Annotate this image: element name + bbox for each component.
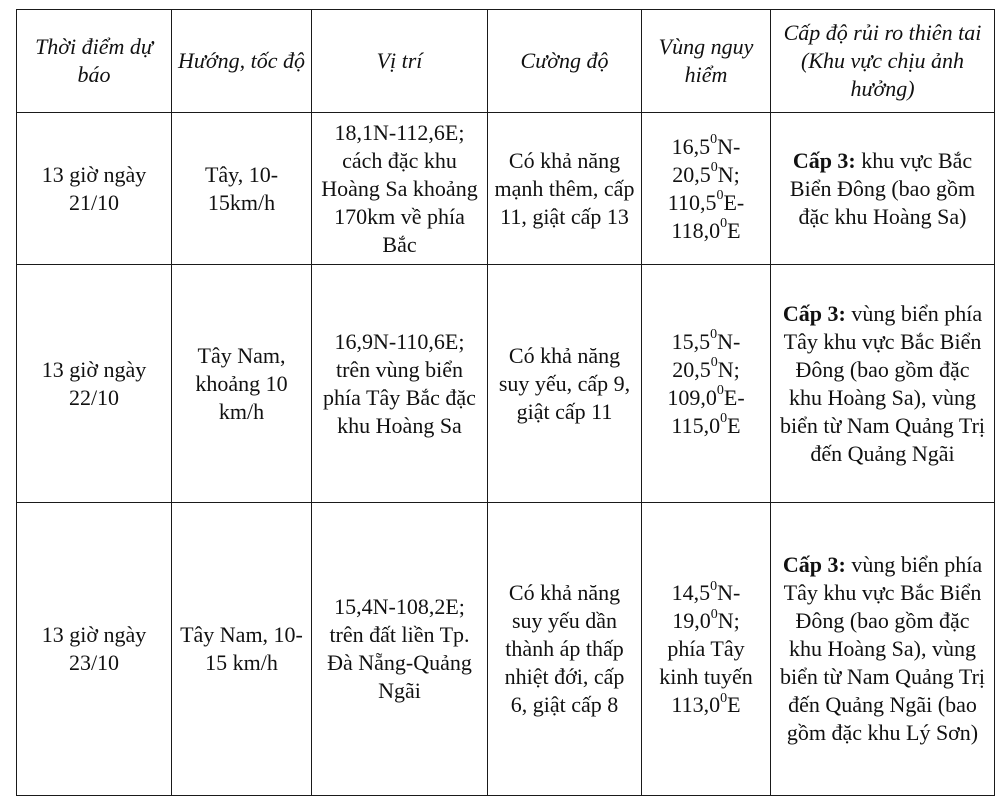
- cell-position: 18,1N-112,6E; cách đặc khu Hoàng Sa khoả…: [311, 112, 488, 265]
- header-direction-speed: Hướng, tốc độ: [171, 9, 312, 113]
- cell-direction: Tây Nam, 10-15 km/h: [171, 502, 312, 796]
- table-row: 13 giờ ngày 21/10 Tây, 10-15km/h 18,1N-1…: [16, 112, 995, 265]
- cell-time: 13 giờ ngày 23/10: [16, 502, 172, 796]
- cell-risk-level: Cấp 3: vùng biển phía Tây khu vực Bắc Bi…: [770, 502, 995, 796]
- cell-time: 13 giờ ngày 21/10: [16, 112, 172, 265]
- header-position: Vị trí: [311, 9, 488, 113]
- table-header-row: Thời điểm dự báo Hướng, tốc độ Vị trí Cư…: [16, 9, 995, 113]
- risk-label: Cấp 3:: [782, 552, 846, 577]
- cell-danger-zone: 14,50N- 19,00N; phía Tây kinh tuyến 113,00E: [641, 502, 771, 796]
- cell-position: 16,9N-110,6E; trên vùng biển phía Tây Bắ…: [311, 264, 488, 503]
- header-intensity: Cường độ: [487, 9, 642, 113]
- forecast-table: Thời điểm dự báo Hướng, tốc độ Vị trí Cư…: [16, 9, 995, 796]
- header-forecast-time: Thời điểm dự báo: [16, 9, 172, 113]
- table-row: 13 giờ ngày 22/10 Tây Nam, khoảng 10 km/…: [16, 264, 995, 503]
- cell-direction: Tây, 10-15km/h: [171, 112, 312, 265]
- cell-intensity: Có khả năng suy yếu dần thành áp thấp nh…: [487, 502, 642, 796]
- cell-intensity: Có khả năng mạnh thêm, cấp 11, giật cấp …: [487, 112, 642, 265]
- risk-text: khu vực Bắc Biển Đông (bao gồm đặc khu H…: [789, 147, 976, 229]
- risk-text: vùng biển phía Tây khu vực Bắc Biển Đông…: [779, 552, 986, 745]
- cell-danger-zone: 15,50N- 20,50N; 109,00E- 115,00E: [641, 264, 771, 503]
- cell-position: 15,4N-108,2E; trên đất liền Tp. Đà Nẵng-…: [311, 502, 488, 796]
- header-risk-level: Cấp độ rủi ro thiên tai (Khu vực chịu ản…: [770, 9, 995, 113]
- cell-risk-level: Cấp 3: khu vực Bắc Biển Đông (bao gồm đặ…: [770, 112, 995, 265]
- cell-risk-level: Cấp 3: vùng biển phía Tây khu vực Bắc Bi…: [770, 264, 995, 503]
- cell-time: 13 giờ ngày 22/10: [16, 264, 172, 503]
- cell-direction: Tây Nam, khoảng 10 km/h: [171, 264, 312, 503]
- risk-label: Cấp 3:: [792, 147, 856, 173]
- cell-intensity: Có khả năng suy yếu, cấp 9, giật cấp 11: [487, 264, 642, 503]
- cell-danger-zone: 16,50N- 20,50N; 110,50E- 118,00E: [641, 112, 771, 265]
- risk-label: Cấp 3:: [782, 300, 846, 326]
- header-danger-zone: Vùng nguy hiểm: [641, 9, 771, 113]
- risk-text: vùng biển phía Tây khu vực Bắc Biển Đông…: [779, 300, 986, 466]
- table-row: 13 giờ ngày 23/10 Tây Nam, 10-15 km/h 15…: [16, 502, 995, 796]
